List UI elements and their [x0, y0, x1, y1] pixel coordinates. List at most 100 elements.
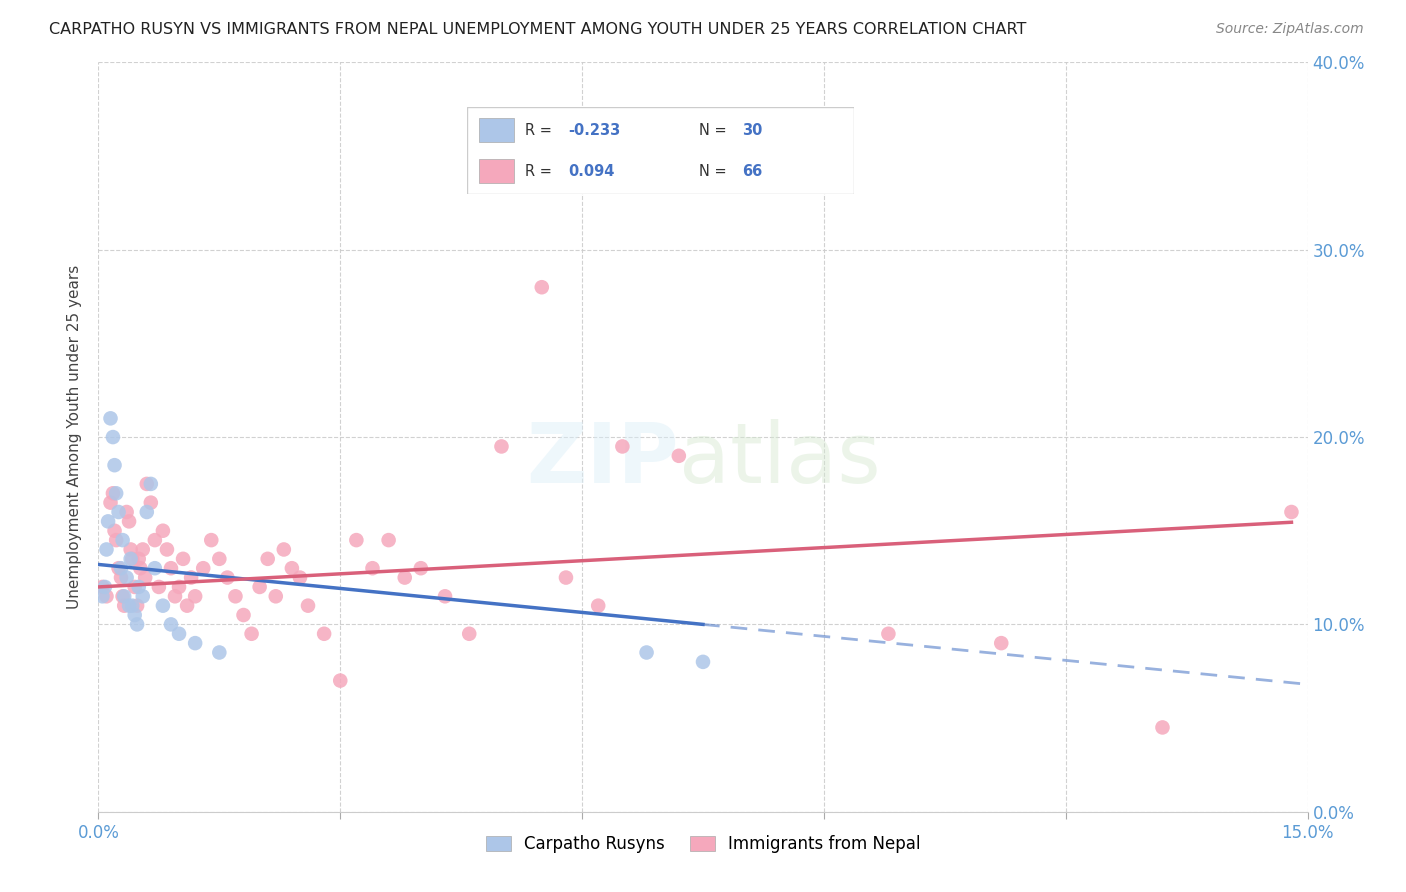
Point — [121, 599, 143, 613]
Point — [127, 617, 149, 632]
Point — [132, 590, 155, 604]
Point — [135, 476, 157, 491]
Point — [115, 505, 138, 519]
Point — [107, 561, 129, 575]
Point — [288, 571, 311, 585]
Point — [167, 626, 190, 640]
Point — [555, 571, 578, 585]
Point — [105, 533, 128, 547]
Point — [612, 440, 634, 453]
Point — [118, 599, 141, 613]
Point — [458, 626, 481, 640]
Point — [434, 590, 457, 604]
Point — [128, 551, 150, 566]
Text: ZIP: ZIP — [526, 419, 679, 500]
Point — [96, 590, 118, 604]
Point — [193, 561, 215, 575]
Point — [163, 590, 186, 604]
Point — [124, 580, 146, 594]
Point — [344, 533, 367, 547]
Point — [297, 599, 319, 613]
Point — [111, 590, 134, 604]
Point — [668, 449, 690, 463]
Point — [172, 551, 194, 566]
Point — [156, 542, 179, 557]
Point — [377, 533, 399, 547]
Point — [208, 646, 231, 660]
Point — [107, 505, 129, 519]
Point — [240, 626, 263, 640]
Point — [127, 599, 149, 613]
Point — [118, 514, 141, 528]
Point — [134, 571, 156, 585]
Point — [329, 673, 352, 688]
Point — [91, 580, 114, 594]
Point — [120, 542, 142, 557]
Point — [110, 571, 132, 585]
Point — [990, 636, 1012, 650]
Point — [1152, 721, 1174, 735]
Point — [148, 580, 170, 594]
Point — [224, 590, 246, 604]
Point — [97, 514, 120, 528]
Point — [877, 626, 900, 640]
Point — [491, 440, 513, 453]
Point — [152, 524, 174, 538]
Point — [586, 599, 609, 613]
Point — [112, 599, 135, 613]
Point — [208, 551, 231, 566]
Point — [143, 533, 166, 547]
Point — [91, 590, 114, 604]
Point — [129, 561, 152, 575]
Point — [105, 486, 128, 500]
Point — [200, 533, 222, 547]
Point — [160, 617, 183, 632]
Point — [101, 430, 124, 444]
Point — [1281, 505, 1303, 519]
Text: CARPATHO RUSYN VS IMMIGRANTS FROM NEPAL UNEMPLOYMENT AMONG YOUTH UNDER 25 YEARS : CARPATHO RUSYN VS IMMIGRANTS FROM NEPAL … — [49, 22, 1026, 37]
Point — [103, 458, 125, 473]
Point — [94, 580, 117, 594]
Point — [361, 561, 384, 575]
Point — [112, 590, 135, 604]
Point — [530, 280, 553, 294]
Point — [100, 411, 122, 425]
Point — [139, 476, 162, 491]
Point — [152, 599, 174, 613]
Text: Source: ZipAtlas.com: Source: ZipAtlas.com — [1216, 22, 1364, 37]
Point — [256, 551, 278, 566]
Point — [409, 561, 432, 575]
Point — [314, 626, 336, 640]
Point — [124, 608, 146, 623]
Point — [100, 496, 122, 510]
Point — [692, 655, 714, 669]
Point — [180, 571, 202, 585]
Point — [139, 496, 162, 510]
Point — [111, 533, 134, 547]
Point — [121, 551, 143, 566]
Point — [249, 580, 271, 594]
Point — [217, 571, 239, 585]
Point — [110, 561, 132, 575]
Point — [281, 561, 304, 575]
Point — [184, 590, 207, 604]
Point — [115, 571, 138, 585]
Legend: Carpatho Rusyns, Immigrants from Nepal: Carpatho Rusyns, Immigrants from Nepal — [479, 829, 927, 860]
Point — [128, 580, 150, 594]
Point — [273, 542, 295, 557]
Point — [176, 599, 198, 613]
Point — [232, 608, 254, 623]
Point — [132, 542, 155, 557]
Point — [160, 561, 183, 575]
Text: atlas: atlas — [679, 419, 880, 500]
Point — [101, 486, 124, 500]
Point — [143, 561, 166, 575]
Point — [120, 551, 142, 566]
Y-axis label: Unemployment Among Youth under 25 years: Unemployment Among Youth under 25 years — [67, 265, 83, 609]
Point — [636, 646, 658, 660]
Point — [394, 571, 416, 585]
Point — [264, 590, 287, 604]
Point — [167, 580, 190, 594]
Point — [103, 524, 125, 538]
Point — [96, 542, 118, 557]
